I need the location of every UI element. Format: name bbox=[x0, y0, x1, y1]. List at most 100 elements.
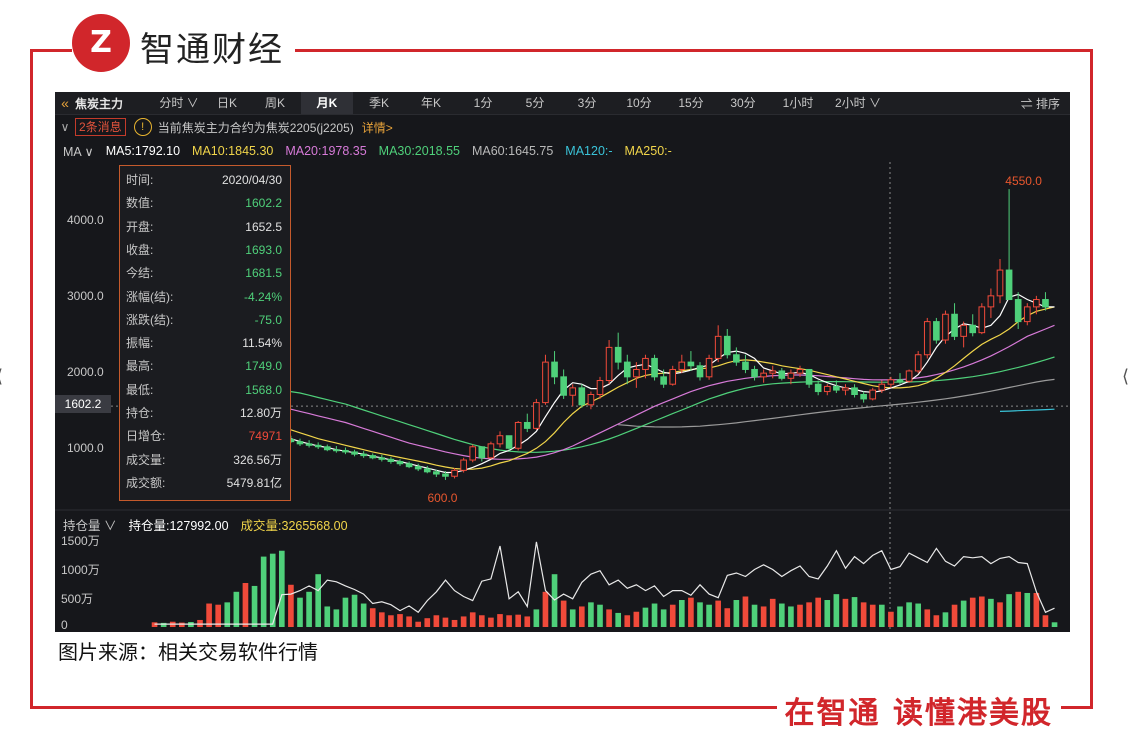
volume-bar bbox=[560, 600, 567, 627]
period-tab[interactable]: 月K bbox=[301, 92, 353, 114]
candle-body bbox=[451, 469, 458, 477]
ma-selector[interactable]: MA ∨ bbox=[63, 145, 94, 159]
candle-body bbox=[387, 458, 395, 463]
volume-bar bbox=[924, 609, 931, 627]
tooltip-key: 成交额: bbox=[126, 475, 166, 490]
candle-body bbox=[733, 354, 740, 363]
volume-bar bbox=[942, 612, 949, 627]
volume-bar bbox=[415, 621, 421, 627]
tooltip-key: 涨幅(结): bbox=[126, 289, 174, 304]
volume-bar bbox=[706, 604, 712, 627]
candle-body bbox=[933, 321, 940, 341]
tooltip-row: 收盘: 1693.0 bbox=[126, 240, 282, 260]
period-tab[interactable]: 周K bbox=[264, 96, 285, 110]
volume-bar bbox=[660, 609, 667, 627]
volume-bar bbox=[1024, 592, 1031, 627]
chevron-down-icon[interactable]: ∨ bbox=[60, 120, 70, 134]
period-tab[interactable]: 1小时 bbox=[782, 96, 814, 110]
candle-body bbox=[296, 441, 304, 445]
contract-title: 焦炭主力 bbox=[75, 96, 124, 111]
candle-body bbox=[951, 313, 958, 337]
volume-bar bbox=[860, 602, 867, 627]
crosshair-tooltip: 时间: 2020/04/30 数值: 1602.2 开盘: 1652.5 收盘: 1693.0… bbox=[119, 165, 291, 501]
candle-body bbox=[351, 451, 358, 455]
ma-legend: MA ∨ MA5:1792.10 MA10:1845.30 MA20:1978.35… bbox=[63, 144, 672, 159]
brand-logo: Z bbox=[72, 14, 130, 72]
candle-body bbox=[796, 368, 804, 374]
candle-body bbox=[396, 461, 404, 465]
trading-terminal: 4550.0 600.0 « 焦炭主力 分时 ∨ 日K 周K 月K 季K 年K 1分 5分 3分 1… bbox=[55, 92, 1070, 632]
volume-bar bbox=[488, 617, 494, 627]
candle-body bbox=[342, 449, 349, 453]
left-arrow-icon[interactable]: ⟨ bbox=[0, 366, 3, 387]
candle-body bbox=[914, 354, 922, 372]
ma-legend-item: MA20:1978.35 bbox=[285, 144, 367, 158]
period-tab[interactable]: 5分 bbox=[525, 96, 545, 110]
volume-bar bbox=[406, 616, 412, 627]
collapse-icon[interactable]: « bbox=[61, 95, 69, 111]
tooltip-key: 收盘: bbox=[126, 242, 154, 257]
period-tab[interactable]: 日K bbox=[216, 96, 237, 110]
volume-bar bbox=[324, 606, 331, 627]
tooltip-row: 最低: 1568.0 bbox=[126, 380, 282, 400]
period-tab[interactable]: 2小时 ∨ bbox=[834, 96, 881, 110]
candle-body bbox=[469, 446, 477, 461]
candle-body bbox=[1033, 299, 1040, 308]
tooltip-value: 1693.0 bbox=[245, 242, 282, 257]
period-tab[interactable]: 30分 bbox=[730, 96, 756, 110]
candle-body bbox=[323, 446, 331, 451]
candle-body bbox=[1014, 299, 1022, 323]
volume-bar bbox=[751, 604, 758, 627]
notice-detail-link[interactable]: 详情> bbox=[361, 120, 393, 135]
ma-legend-item: MA30:2018.55 bbox=[378, 144, 460, 158]
volume-bar bbox=[897, 606, 903, 627]
candle-body bbox=[605, 346, 613, 382]
ma-legend-item: MA5:1792.10 bbox=[105, 144, 181, 158]
period-tab[interactable]: 分时 ∨ bbox=[159, 96, 199, 110]
tooltip-row: 涨幅(结): -4.24% bbox=[126, 287, 282, 307]
candle-body bbox=[823, 385, 831, 393]
volume-bar bbox=[1042, 615, 1049, 627]
ma-legend-item: MA120:- bbox=[565, 144, 613, 158]
period-tab[interactable]: 10分 bbox=[626, 96, 652, 110]
volume-bar bbox=[260, 556, 267, 627]
volume-bar bbox=[215, 604, 221, 627]
period-tabs: 分时 ∨ 日K 周K 月K 季K 年K 1分 5分 3分 10分 15分 30分 1小时 2小时 ∨ bbox=[153, 92, 889, 114]
period-tab[interactable]: 3分 bbox=[577, 96, 597, 110]
candle-body bbox=[978, 306, 986, 334]
ma20-line bbox=[154, 324, 1055, 460]
sort-button[interactable]: ⇌ 排序 bbox=[1020, 96, 1060, 111]
period-tab[interactable]: 15分 bbox=[678, 96, 704, 110]
period-tab[interactable]: 季K bbox=[368, 96, 389, 110]
candle-body bbox=[805, 368, 813, 385]
volume-bar bbox=[442, 617, 449, 627]
volume-bar bbox=[888, 611, 894, 627]
volume-bar bbox=[360, 603, 367, 627]
notice-bar: ∨ 2条消息 ! 当前焦炭主力合约为焦炭2205(j2205) 详情> bbox=[55, 116, 393, 138]
tooltip-value: -75.0 bbox=[254, 312, 282, 327]
right-arrow-icon[interactable]: ⟨ bbox=[1122, 366, 1130, 387]
frame-left bbox=[30, 49, 33, 709]
tooltip-value: 5479.81亿 bbox=[226, 475, 282, 490]
candle-body bbox=[487, 443, 495, 459]
vol-tick-1000: 1000万 bbox=[61, 563, 100, 577]
volume-bar bbox=[333, 609, 340, 627]
candle-body bbox=[478, 446, 486, 459]
tooltip-value: 12.80万 bbox=[239, 406, 282, 420]
volume-bar bbox=[597, 604, 603, 627]
message-badge[interactable]: 2条消息 bbox=[75, 118, 126, 136]
candle-body bbox=[314, 444, 322, 448]
ma30-line bbox=[154, 356, 1055, 453]
period-tab[interactable]: 年K bbox=[420, 96, 441, 110]
period-tab[interactable]: 1分 bbox=[473, 96, 493, 110]
candle-body bbox=[442, 473, 449, 477]
period-toolbar: « 焦炭主力 分时 ∨ 日K 周K 月K 季K 年K 1分 5分 3分 10分 15分 30分 1小时 2… bbox=[55, 92, 1070, 115]
volume-selector[interactable]: 持仓量 ∨ bbox=[63, 519, 117, 533]
volume-bar bbox=[451, 619, 458, 627]
candle-body bbox=[378, 457, 386, 460]
ma-legend-item: MA250:- bbox=[624, 144, 672, 158]
min-price-label: 600.0 bbox=[427, 491, 457, 505]
volume-bar bbox=[369, 608, 376, 627]
candle-body bbox=[887, 379, 895, 385]
candle-body bbox=[523, 421, 531, 429]
